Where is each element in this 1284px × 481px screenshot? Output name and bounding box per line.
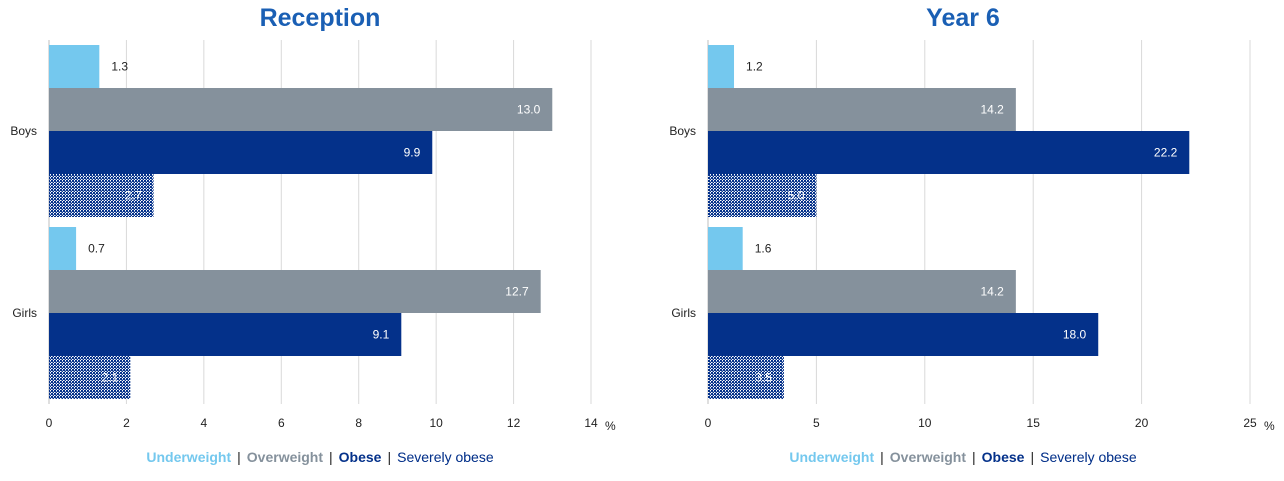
chart-legend-year6: Underweight | Overweight | Obese | Severely ob… [642,449,1284,465]
chart-plot-year6: 0 5 10 15 20 25 % Boys 1.2 14.2 22.2 5.0 Girls 1.6 14.… [669,40,1275,433]
x-tick-label: 4 [201,416,208,430]
chart-panel-reception: Reception 0 2 4 6 8 10 12 14% Boys 1.3 13.0 9.9 2.7 G… [0,0,640,481]
legend-separator: | [972,449,976,465]
category-label-boys: Boys [10,124,37,138]
bar-severely-obese-girls [708,356,784,399]
bar-overweight-girls [49,270,541,313]
x-tick-label: 12 [507,416,521,430]
category-label-boys: Boys [669,124,696,138]
chart-panel-year6: Year 6 0 5 10 15 20 25% Boys 1.2 14.2 22.2 5.0 Girl… [642,0,1284,481]
data-label-severely-obese-boys: 2.7 [125,189,142,203]
legend-overweight: Overweight [889,449,967,465]
data-label-obese-girls: 18.0 [1063,328,1087,342]
chart-title-reception: Reception [259,4,381,32]
bar-obese-girls [708,313,1099,356]
legend-separator: | [1030,449,1035,465]
data-label-obese-boys: 9.9 [404,146,421,160]
data-label-overweight-boys: 14.2 [980,103,1004,117]
legend-underweight: Underweight [789,449,875,465]
bar-severely-obese-girls [49,356,131,399]
x-unit-label: % [1264,419,1275,433]
chart-title-year6: Year 6 [926,4,1000,32]
bar-obese-boys [49,131,433,174]
legend-separator: | [237,449,241,465]
bar-underweight-boys [708,45,735,88]
legend-separator: | [387,449,392,465]
x-tick-label: 25 [1243,416,1257,430]
x-tick-label: 6 [278,416,285,430]
x-tick-label: 15 [1027,416,1041,430]
data-label-severely-obese-boys: 5.0 [788,189,805,203]
bar-obese-girls [49,313,402,356]
x-tick-label: 20 [1135,416,1149,430]
bar-underweight-girls [708,227,743,270]
data-label-overweight-boys: 13.0 [517,103,541,117]
bar-underweight-boys [49,45,100,88]
legend-separator: | [329,449,333,465]
legend-obese: Obese [981,449,1025,465]
legend-underweight: Underweight [146,449,232,465]
legend-overweight: Overweight [246,449,324,465]
x-tick-label: 14 [584,416,598,430]
bar-overweight-girls [708,270,1016,313]
data-label-underweight-boys: 1.3 [111,60,128,74]
bar-severely-obese-boys [708,174,817,217]
data-label-underweight-girls: 1.6 [755,242,772,256]
data-label-severely-obese-girls: 2.1 [102,371,119,385]
x-tick-label: 0 [46,416,53,430]
legend-severely-obese: Severely obese [1040,449,1137,465]
legend-severely-obese: Severely obese [397,449,494,465]
legend-separator: | [880,449,884,465]
data-label-overweight-girls: 12.7 [505,285,529,299]
chart-legend-reception: Underweight | Overweight | Obese | Severely ob… [0,449,640,465]
data-label-overweight-girls: 14.2 [980,285,1004,299]
x-unit-label: % [605,419,616,433]
bar-severely-obese-boys [49,174,154,217]
x-tick-label: 0 [705,416,712,430]
bar-obese-boys [708,131,1190,174]
data-label-underweight-boys: 1.2 [746,60,763,74]
x-tick-label: 5 [813,416,820,430]
category-label-girls: Girls [12,306,37,320]
legend-obese: Obese [338,449,382,465]
bar-underweight-girls [49,227,77,270]
data-label-underweight-girls: 0.7 [88,242,105,256]
data-label-obese-girls: 9.1 [373,328,390,342]
chart-plot-reception: 0 2 4 6 8 10 12 14 % Boys 1.3 13.0 9.9 2.7 Girls 0.7 12.… [10,40,616,433]
bar-overweight-boys [708,88,1016,131]
x-tick-label: 8 [355,416,362,430]
bar-overweight-boys [49,88,553,131]
x-tick-label: 10 [429,416,443,430]
x-tick-label: 10 [918,416,932,430]
data-label-severely-obese-girls: 3.5 [755,371,772,385]
x-tick-label: 2 [123,416,130,430]
category-label-girls: Girls [671,306,696,320]
data-label-obese-boys: 22.2 [1154,146,1178,160]
